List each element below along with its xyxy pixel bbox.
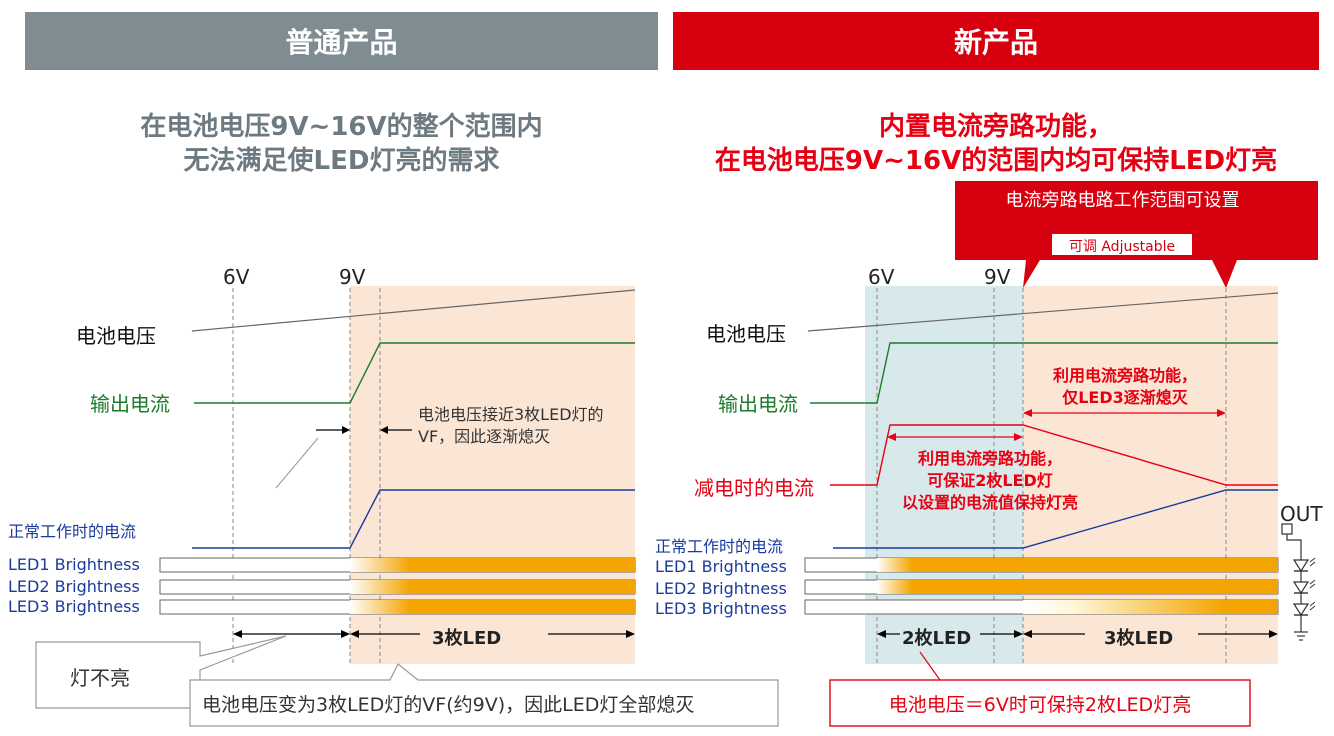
left-vf-annotation-line1: 电池电压接近3枚LED灯的 <box>418 405 604 424</box>
right-3led-arrowhead-l <box>1023 630 1032 638</box>
right-banner-tag: 可调 Adjustable <box>1068 239 1176 255</box>
right-6v-label: 6V <box>868 265 895 289</box>
right-led2-fill <box>912 580 1278 594</box>
right-reduced-current-line <box>830 424 1278 486</box>
led2-diode-icon <box>1292 581 1310 595</box>
right-output-current-line <box>810 342 1278 404</box>
right-led3-fill <box>1226 600 1278 614</box>
left-led3-fade <box>350 600 410 614</box>
right-normal-current-line <box>833 489 1278 549</box>
right-bypass-note2: 利用电流旁路功能， 可保证2枚LED灯 以设置的电流值保持灯亮 <box>880 448 1100 514</box>
light-rays-icon <box>1309 557 1316 611</box>
left-callout-bottom-text: 电池电压变为3枚LED灯的VF(约9V)，因此LED灯全部熄灭 <box>202 694 695 716</box>
right-header: 新产品 <box>673 12 1319 70</box>
left-6v-label: 6V <box>223 265 250 289</box>
right-title: 内置电流旁路功能， 在电池电压9V~16V的范围内均可保持LED灯亮 <box>673 110 1319 178</box>
right-callout-bottom-box <box>829 679 1251 727</box>
right-led2-label: LED2 Brightness <box>655 579 787 598</box>
left-output-current-line <box>194 342 635 404</box>
right-bypass-arrow2-head-r <box>1014 433 1023 441</box>
left-3led-arrowhead-r <box>626 630 635 638</box>
right-callout-leader <box>919 651 941 681</box>
right-led1-label: LED1 Brightness <box>655 557 787 576</box>
right-bypass-note2-line2: 可保证2枚LED灯 <box>927 471 1053 490</box>
right-led1-fill <box>912 558 1278 572</box>
right-title-line2: 在电池电压9V~16V的范围内均可保持LED灯亮 <box>714 146 1278 176</box>
left-callout-off-box <box>35 635 287 709</box>
left-battery-voltage-line <box>191 289 636 332</box>
right-2led-range-label: 2枚LED <box>902 628 972 649</box>
left-annotation-leader <box>275 437 319 489</box>
right-3led-arrowhead-r <box>1269 630 1278 638</box>
left-led2-fill <box>410 580 635 594</box>
out-label: OUT <box>1280 502 1323 526</box>
right-3led-range-label: 3枚LED <box>1104 628 1174 649</box>
right-callout-bottom-text: 电池电压＝6V时可保持2枚LED灯亮 <box>888 694 1192 716</box>
left-3led-arrowhead-l <box>350 630 359 638</box>
left-vf-arrowhead-b <box>380 426 388 434</box>
left-title: 在电池电压9V~16V的整个范围内 无法满足使LED灯亮的需求 <box>25 110 658 178</box>
left-header: 普通产品 <box>25 12 658 70</box>
left-led1-fade <box>350 558 410 572</box>
right-led1-fade <box>877 558 912 572</box>
right-output-current-label: 输出电流 <box>718 392 798 416</box>
left-off-range-arrowhead-r <box>341 630 350 638</box>
left-vf-annotation-line2: VF，因此逐渐熄灭 <box>418 427 551 446</box>
right-banner-tag-box <box>1052 234 1192 255</box>
led1-diode-icon <box>1292 559 1310 573</box>
right-bypass-note1-line1: 利用电流旁路功能， <box>1052 366 1197 385</box>
right-normal-current-label: 正常工作时的电流 <box>655 537 784 556</box>
left-title-line1: 在电池电压9V~16V的整个范围内 <box>140 112 543 142</box>
left-battery-voltage-label: 电池电压 <box>76 324 156 348</box>
left-led3-fill <box>410 600 635 614</box>
left-title-line2: 无法满足使LED灯亮的需求 <box>183 146 500 176</box>
right-2led-arrowhead-r <box>1014 630 1023 638</box>
right-led2-fade <box>877 580 912 594</box>
right-battery-voltage-label: 电池电压 <box>706 322 786 346</box>
left-output-current-label: 输出电流 <box>90 392 170 416</box>
right-led3-label: LED3 Brightness <box>655 599 787 618</box>
right-bypass-arrow1-head-r <box>1217 409 1226 417</box>
right-title-line1: 内置电流旁路功能， <box>878 112 1113 142</box>
left-9v-label: 9V <box>339 265 366 289</box>
right-banner-title: 电流旁路电路工作范围可设置 <box>1005 190 1240 211</box>
right-bypass-note1: 利用电流旁路功能， 仅LED3逐渐熄灭 <box>1030 365 1220 409</box>
left-led1-label: LED1 Brightness <box>8 555 140 574</box>
right-bypass-arrow1-head-l <box>1023 409 1032 417</box>
left-led2-fade <box>350 580 410 594</box>
right-led3-fade <box>1023 600 1226 614</box>
left-callout-off-text: 灯不亮 <box>70 666 130 690</box>
right-bypass-note2-line1: 利用电流旁路功能， <box>917 449 1062 468</box>
left-led3-label: LED3 Brightness <box>8 597 140 616</box>
left-normal-current-label: 正常工作时的电流 <box>8 522 137 541</box>
left-led1-fill <box>410 558 635 572</box>
right-bypass-arrow2-head-l <box>887 433 896 441</box>
right-reduced-current-label: 减电时的电流 <box>694 476 814 500</box>
left-3led-range-label: 3枚LED <box>432 628 502 649</box>
left-vf-annotation: 电池电压接近3枚LED灯的 VF，因此逐渐熄灭 <box>418 404 604 448</box>
right-battery-voltage-line <box>807 292 1279 332</box>
right-9v-label: 9V <box>984 265 1011 289</box>
left-vf-arrowhead-a <box>342 426 350 434</box>
right-2led-arrowhead-l <box>877 630 886 638</box>
led3-diode-icon <box>1292 603 1310 617</box>
left-normal-current-line <box>192 489 635 549</box>
right-bypass-note1-line2: 仅LED3逐渐熄灭 <box>1062 388 1188 407</box>
left-led2-label: LED2 Brightness <box>8 577 140 596</box>
left-off-range-arrowhead-l <box>233 630 242 638</box>
left-callout-bottom-box <box>189 663 779 727</box>
right-bypass-note2-line3: 以设置的电流值保持灯亮 <box>901 493 1078 512</box>
